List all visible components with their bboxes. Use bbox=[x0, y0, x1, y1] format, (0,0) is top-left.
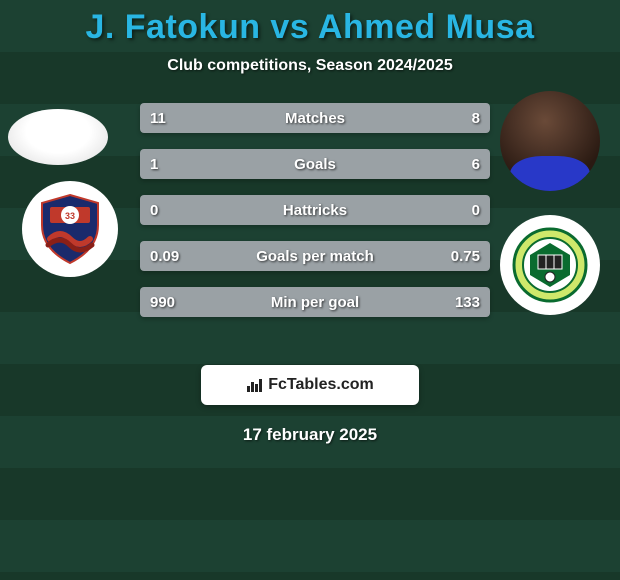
svg-text:33: 33 bbox=[65, 211, 75, 221]
stat-right-value: 8 bbox=[472, 110, 480, 127]
stat-row-goals-per-match: 0.09 Goals per match 0.75 bbox=[140, 241, 490, 271]
stat-right-value: 133 bbox=[455, 294, 480, 311]
date-line: 17 february 2025 bbox=[0, 425, 620, 445]
stat-right-value: 0 bbox=[472, 202, 480, 219]
bar-chart-icon bbox=[246, 376, 264, 394]
stat-left-value: 0 bbox=[150, 202, 158, 219]
player-left-avatar bbox=[8, 109, 108, 165]
stat-label: Goals per match bbox=[140, 248, 490, 265]
brand-label: FcTables.com bbox=[268, 376, 374, 394]
stat-left-value: 0.09 bbox=[150, 248, 179, 265]
stat-label: Goals bbox=[140, 156, 490, 173]
club-left-logo: 33 bbox=[22, 181, 118, 277]
club-right-logo bbox=[500, 215, 600, 315]
club-badge-icon bbox=[510, 225, 590, 305]
stat-left-value: 1 bbox=[150, 156, 158, 173]
stat-right-value: 6 bbox=[472, 156, 480, 173]
stat-label: Min per goal bbox=[140, 294, 490, 311]
stats-area: 33 bbox=[0, 103, 620, 343]
stat-label: Hattricks bbox=[140, 202, 490, 219]
stat-row-matches: 11 Matches 8 bbox=[140, 103, 490, 133]
stat-row-hattricks: 0 Hattricks 0 bbox=[140, 195, 490, 225]
player-right-avatar bbox=[500, 91, 600, 191]
brand-text: FcTables.com bbox=[246, 376, 374, 394]
stat-left-value: 11 bbox=[150, 110, 166, 127]
subtitle: Club competitions, Season 2024/2025 bbox=[0, 57, 620, 75]
stat-left-value: 990 bbox=[150, 294, 175, 311]
content: J. Fatokun vs Ahmed Musa Club competitio… bbox=[0, 0, 620, 580]
stat-row-min-per-goal: 990 Min per goal 133 bbox=[140, 287, 490, 317]
stat-rows: 11 Matches 8 1 Goals 6 0 Hattricks 0 0.0… bbox=[140, 103, 490, 333]
stat-right-value: 0.75 bbox=[451, 248, 480, 265]
brand-box: FcTables.com bbox=[201, 365, 419, 405]
shield-icon: 33 bbox=[30, 189, 110, 269]
stat-label: Matches bbox=[140, 110, 490, 127]
stat-row-goals: 1 Goals 6 bbox=[140, 149, 490, 179]
page-title: J. Fatokun vs Ahmed Musa bbox=[0, 0, 620, 47]
